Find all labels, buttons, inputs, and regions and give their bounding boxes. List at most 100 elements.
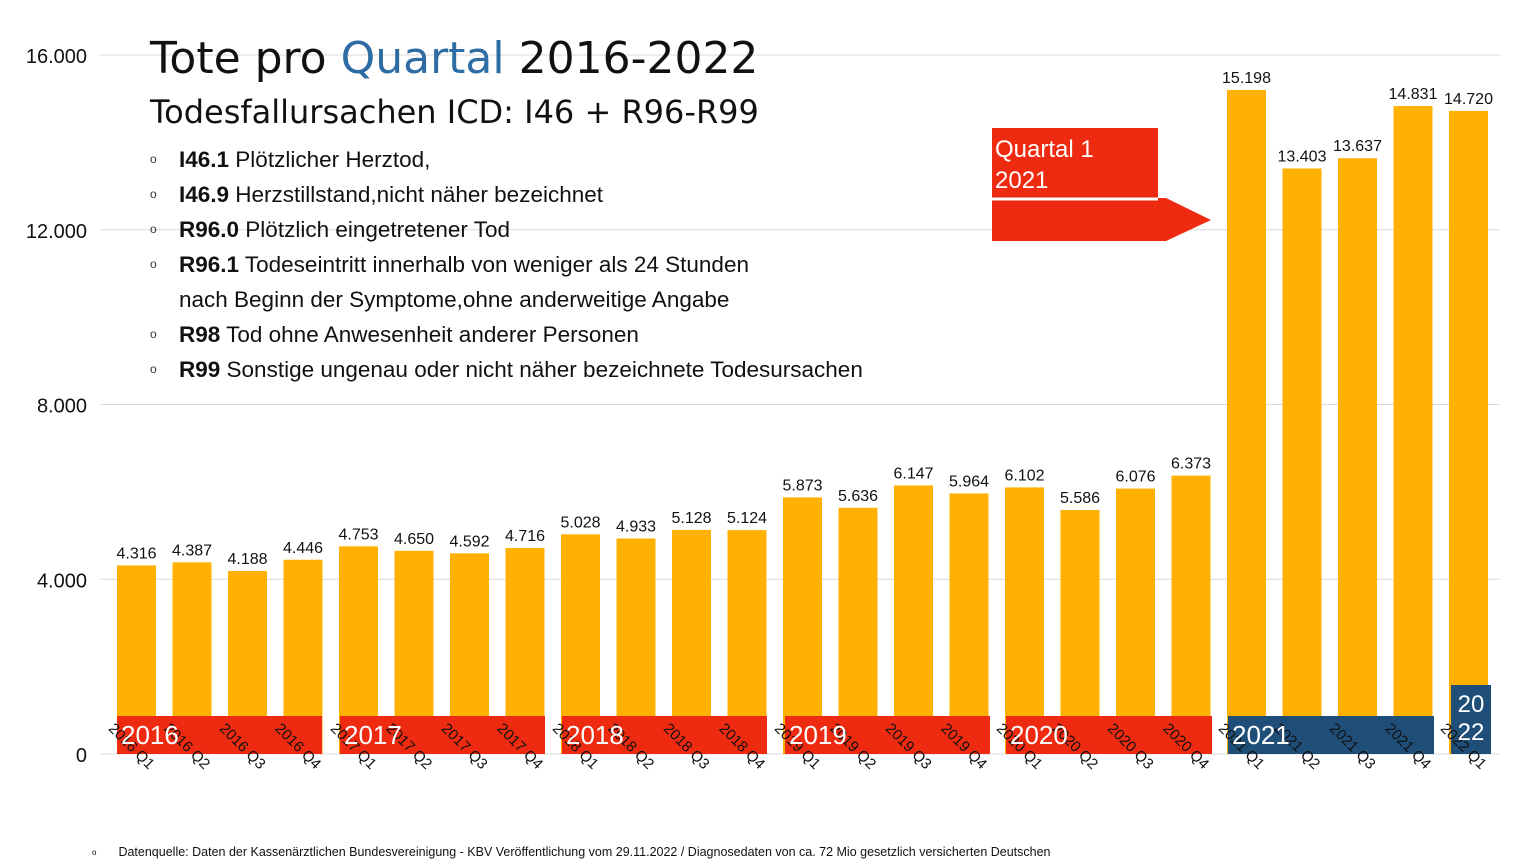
icd-description: Sonstige ungenau oder nicht näher bezeic…: [220, 357, 863, 382]
value-label: 14.831: [1389, 86, 1438, 103]
icd-item: o I46.1 Plötzlicher Herztod,: [150, 142, 863, 177]
bar: [838, 507, 878, 754]
bar: [1449, 110, 1488, 755]
data-source-text: Datenquelle: Daten der Kassenärztlichen …: [118, 845, 1051, 859]
callout-arrow: [992, 128, 1211, 241]
bar: [1227, 90, 1266, 755]
value-label: 5.128: [671, 510, 711, 527]
year-label-2022: 20 22: [1451, 691, 1491, 747]
icd-description: Plötzlich eingetretener Tod: [239, 217, 511, 242]
bullet-icon: o: [150, 257, 157, 271]
value-label: 13.637: [1333, 138, 1382, 155]
callout-line-2: 2021: [995, 167, 1049, 194]
icd-item: o I46.9 Herzstillstand,nicht näher bezeic…: [150, 177, 863, 212]
value-label: 4.933: [616, 518, 656, 535]
callout-label: Quartal 1 2021: [995, 134, 1094, 196]
year-label-2018: 2018: [566, 720, 624, 750]
bar: [1171, 475, 1211, 754]
icd-description: Plötzlicher Herztod,: [229, 147, 431, 172]
y-tick-label: 16.000: [26, 46, 87, 68]
callout-line-1: Quartal 1: [995, 136, 1094, 163]
chart-title: Tote pro Quartal 2016-2022: [150, 34, 758, 84]
value-label: 4.592: [449, 533, 489, 550]
icd-description: Todeseintritt innerhalb von weniger als …: [239, 252, 749, 277]
value-label: 13.403: [1278, 148, 1327, 165]
value-label: 4.650: [394, 531, 434, 548]
y-tick-label: 8.000: [37, 396, 87, 418]
year-band-2020: [1006, 716, 1212, 754]
year-label-2019: 2019: [789, 720, 847, 750]
year-band-2018: [562, 716, 767, 754]
icd-code: R98: [179, 322, 221, 347]
bar: [1338, 158, 1377, 754]
chart-subtitle: Todesfallursachen ICD: I46 + R96-R99: [150, 93, 759, 131]
value-label: 4.387: [172, 542, 212, 559]
bullet-icon: o: [150, 327, 157, 341]
value-label: 5.028: [560, 514, 600, 531]
bar: [1282, 168, 1322, 755]
year-band-2016: [117, 716, 322, 754]
bar: [894, 485, 933, 754]
value-label: 5.964: [949, 473, 989, 490]
icd-code: I46.9: [179, 182, 230, 207]
data-source-note: o Datenquelle: Daten der Kassenärztlichen…: [92, 845, 1051, 859]
icd-item: o R96.0 Plötzlich eingetretener Tod: [150, 212, 863, 247]
value-label: 5.636: [838, 488, 878, 505]
y-axis-ticks: 0 4.000 8.000 12.000 16.000: [26, 46, 87, 767]
icd-description-continued: nach Beginn der Symptome,ohne anderweiti…: [179, 287, 730, 312]
title-part-1: Tote pro: [150, 33, 341, 84]
value-label: 4.316: [116, 545, 156, 562]
year-band-2021: [1228, 716, 1434, 754]
year-band-2019: [785, 716, 990, 754]
y-tick-label: 4.000: [37, 570, 87, 592]
title-part-quartal: Quartal: [340, 33, 505, 84]
year-label-2021: 2021: [1232, 720, 1290, 750]
bullet-icon: o: [150, 187, 157, 201]
value-label: 5.124: [727, 510, 767, 527]
icd-description: Herzstillstand,nicht näher bezeichnet: [229, 182, 603, 207]
value-label: 6.373: [1171, 456, 1211, 473]
bullet-icon: o: [150, 152, 157, 166]
value-label: 4.446: [283, 540, 323, 557]
year-label-2017: 2017: [344, 720, 402, 750]
bar: [783, 497, 822, 754]
year-band-2022: [1451, 685, 1491, 754]
value-label: 5.873: [782, 477, 822, 494]
value-label: 4.716: [505, 528, 545, 545]
value-label: 6.076: [1115, 469, 1155, 486]
bar: [1116, 488, 1155, 754]
year-label-2016: 2016: [121, 720, 179, 750]
value-label: 14.720: [1444, 91, 1493, 108]
value-labels: 4.316 4.387 4.188 4.446 4.753 4.650 4.592 4.716…: [116, 70, 1493, 568]
value-label: 6.147: [893, 465, 933, 482]
bar: [1005, 487, 1044, 754]
icd-item: o R98 Tod ohne Anwesenheit anderer Person…: [150, 317, 863, 352]
icd-code: I46.1: [179, 147, 230, 172]
value-label: 5.586: [1060, 490, 1100, 507]
year-label-2022-bottom: 22: [1457, 719, 1485, 746]
value-label: 4.753: [338, 526, 378, 543]
bullet-icon: o: [150, 362, 157, 376]
title-part-3: 2016-2022: [504, 33, 759, 84]
icd-code: R99: [179, 357, 221, 382]
value-label: 15.198: [1222, 70, 1271, 87]
bullet-icon: o: [150, 222, 157, 236]
icd-code-list: o I46.1 Plötzlicher Herztod, o I46.9 Herzs…: [150, 142, 863, 387]
bar: [1393, 106, 1433, 755]
icd-code: R96.1: [179, 252, 240, 277]
value-label: 6.102: [1004, 467, 1044, 484]
icd-item: o R96.1 Todeseintritt innerhalb von wenig…: [150, 247, 863, 317]
bar: [1060, 509, 1100, 754]
icd-code: R96.0: [179, 217, 240, 242]
y-tick-label: 0: [76, 745, 87, 767]
icd-item: o R99 Sonstige ungenau oder nicht näher b…: [150, 352, 863, 387]
icd-description: Tod ohne Anwesenheit anderer Personen: [220, 322, 639, 347]
bullet-icon: o: [92, 848, 97, 858]
year-bands: [117, 685, 1491, 754]
year-label-2022-top: 20: [1457, 691, 1485, 718]
bar: [949, 493, 989, 754]
year-label-2020: 2020: [1010, 720, 1068, 750]
year-band-2017: [340, 716, 545, 754]
value-label: 4.188: [227, 551, 267, 568]
